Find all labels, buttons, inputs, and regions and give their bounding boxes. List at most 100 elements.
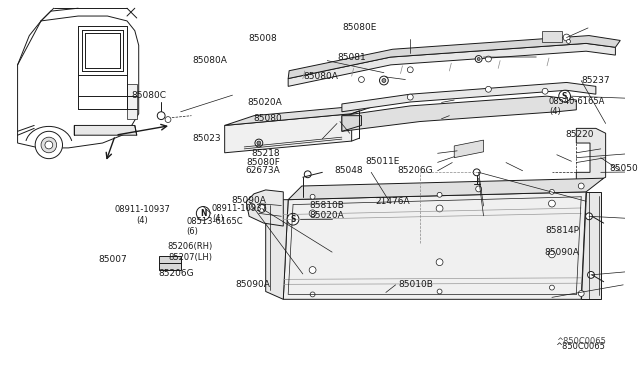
- Polygon shape: [342, 96, 577, 131]
- Text: 85220: 85220: [566, 130, 595, 139]
- Circle shape: [257, 141, 261, 145]
- Text: 85090A: 85090A: [544, 248, 579, 257]
- Polygon shape: [17, 16, 139, 148]
- Polygon shape: [284, 192, 586, 299]
- Circle shape: [249, 203, 255, 209]
- Circle shape: [542, 88, 548, 94]
- Text: N: N: [200, 209, 207, 218]
- Text: 85206(RH)
85207(LH): 85206(RH) 85207(LH): [167, 243, 212, 262]
- Circle shape: [436, 259, 443, 266]
- Text: 85080E: 85080E: [342, 23, 376, 32]
- Polygon shape: [74, 125, 137, 135]
- Text: 08911-10937
(4): 08911-10937 (4): [212, 203, 268, 223]
- Circle shape: [486, 86, 492, 92]
- Circle shape: [35, 131, 63, 158]
- Circle shape: [559, 90, 570, 102]
- Circle shape: [45, 141, 52, 149]
- Text: S: S: [291, 215, 296, 224]
- Circle shape: [287, 214, 299, 225]
- Polygon shape: [577, 128, 605, 187]
- Polygon shape: [225, 104, 381, 125]
- Circle shape: [304, 171, 311, 178]
- Circle shape: [473, 169, 480, 176]
- Polygon shape: [288, 36, 620, 78]
- Text: 85007: 85007: [98, 255, 127, 264]
- Circle shape: [196, 206, 210, 220]
- Circle shape: [579, 291, 584, 296]
- Bar: [159, 256, 180, 270]
- Circle shape: [548, 251, 556, 258]
- Text: ^850C0065: ^850C0065: [556, 342, 605, 351]
- Circle shape: [486, 56, 492, 62]
- Text: 85048: 85048: [335, 166, 363, 175]
- Text: 21476A: 21476A: [375, 197, 410, 206]
- Circle shape: [437, 289, 442, 294]
- Circle shape: [407, 94, 413, 100]
- Text: 85020A: 85020A: [310, 211, 344, 220]
- Text: 85237: 85237: [581, 76, 610, 85]
- Circle shape: [550, 285, 554, 290]
- Text: 08911-10937
(4): 08911-10937 (4): [115, 205, 170, 225]
- Text: 85206G: 85206G: [397, 166, 433, 175]
- Text: 85010B: 85010B: [399, 280, 434, 289]
- Polygon shape: [581, 192, 601, 299]
- Circle shape: [550, 189, 554, 194]
- Circle shape: [566, 39, 570, 44]
- Circle shape: [588, 272, 595, 278]
- Text: 85218: 85218: [252, 149, 280, 158]
- Text: 85011E: 85011E: [365, 157, 400, 166]
- Text: ^850C0065: ^850C0065: [556, 337, 605, 346]
- Circle shape: [407, 67, 413, 73]
- Circle shape: [579, 183, 584, 189]
- Text: 85814P: 85814P: [545, 226, 579, 235]
- Text: 85080C: 85080C: [131, 91, 166, 100]
- Circle shape: [548, 200, 556, 207]
- Text: 85081: 85081: [337, 52, 366, 61]
- Polygon shape: [225, 114, 351, 153]
- Polygon shape: [266, 200, 288, 299]
- Circle shape: [476, 55, 482, 62]
- Text: S: S: [562, 92, 567, 101]
- Circle shape: [310, 194, 315, 199]
- Polygon shape: [342, 83, 596, 112]
- Text: 85050: 85050: [609, 164, 638, 173]
- Polygon shape: [288, 178, 604, 200]
- Text: 85080F: 85080F: [246, 158, 280, 167]
- Circle shape: [255, 139, 263, 147]
- Text: 85080: 85080: [254, 114, 283, 123]
- Bar: [127, 84, 137, 119]
- Text: 08540-6165A
(4): 08540-6165A (4): [549, 97, 605, 116]
- Polygon shape: [246, 190, 284, 226]
- Text: 08513-6165C
(6): 08513-6165C (6): [186, 217, 243, 236]
- Polygon shape: [288, 44, 616, 86]
- Text: 85090A: 85090A: [236, 280, 271, 289]
- Circle shape: [380, 76, 388, 85]
- Polygon shape: [342, 116, 362, 131]
- Text: 85206G: 85206G: [158, 269, 194, 278]
- Circle shape: [358, 77, 364, 83]
- Circle shape: [586, 213, 593, 220]
- Circle shape: [437, 192, 442, 197]
- Text: 85080A: 85080A: [192, 56, 227, 65]
- Circle shape: [436, 205, 443, 212]
- Text: 85008: 85008: [248, 34, 277, 43]
- Circle shape: [476, 186, 481, 192]
- Bar: [542, 31, 562, 42]
- Circle shape: [41, 137, 57, 153]
- Circle shape: [563, 34, 570, 41]
- Polygon shape: [454, 140, 484, 158]
- Circle shape: [382, 78, 386, 83]
- Circle shape: [309, 267, 316, 273]
- Circle shape: [310, 292, 315, 297]
- Circle shape: [309, 210, 316, 217]
- Text: 85023: 85023: [192, 134, 221, 143]
- Text: 85090A: 85090A: [232, 196, 266, 205]
- Text: 85810B: 85810B: [310, 202, 344, 211]
- Circle shape: [165, 117, 171, 122]
- Text: 85080A: 85080A: [303, 73, 338, 81]
- Circle shape: [477, 58, 480, 61]
- Circle shape: [157, 112, 165, 119]
- Text: 85020A: 85020A: [248, 98, 283, 107]
- Circle shape: [258, 205, 266, 212]
- Text: 62673A: 62673A: [245, 166, 280, 175]
